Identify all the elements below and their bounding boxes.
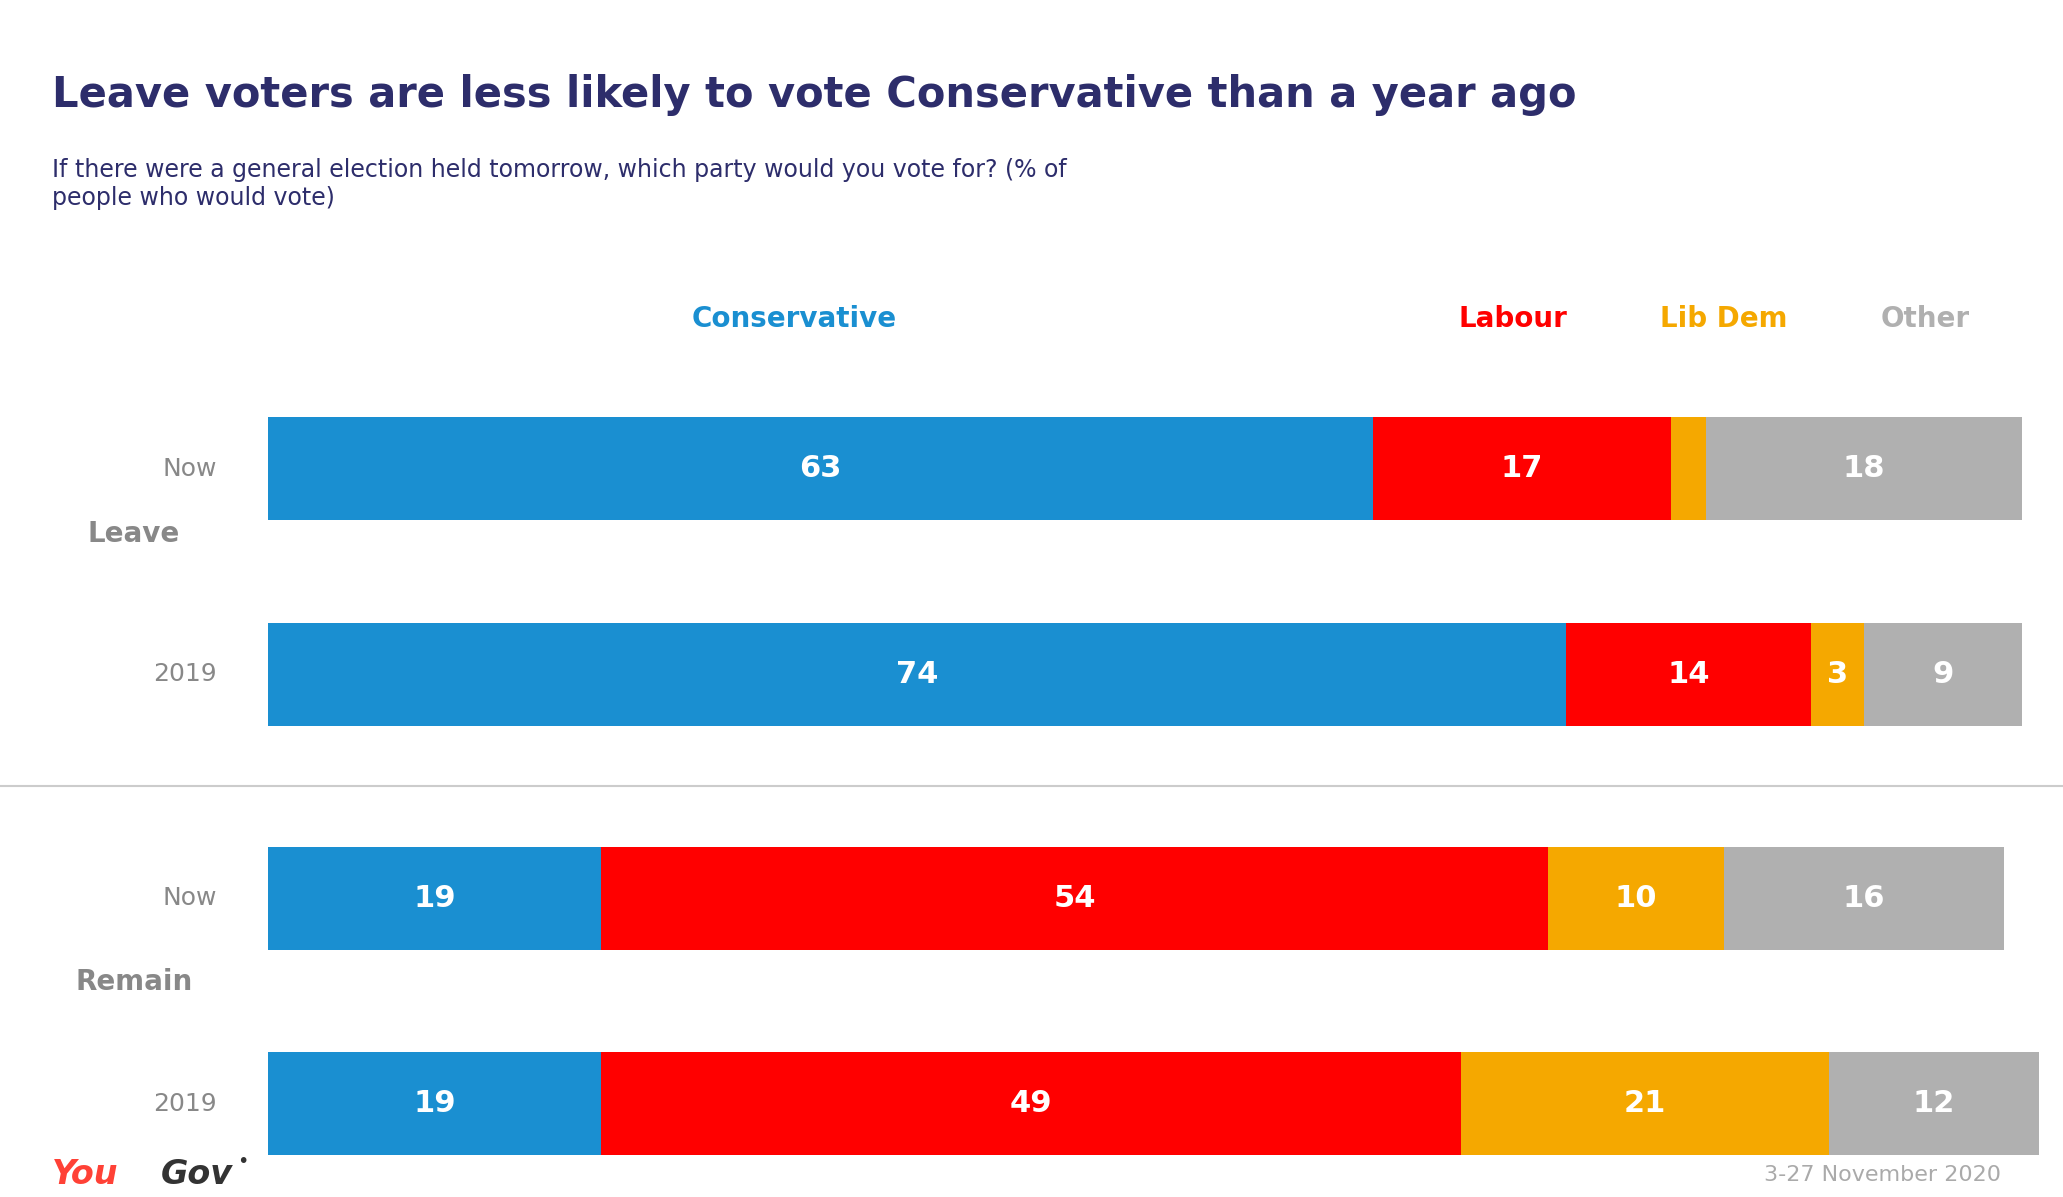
Text: 54: 54 (1054, 883, 1095, 913)
Text: 49: 49 (1009, 1089, 1052, 1118)
Text: Now: Now (163, 457, 217, 481)
FancyBboxPatch shape (1547, 847, 1723, 949)
Text: 17: 17 (1500, 454, 1543, 484)
Text: 21: 21 (1624, 1089, 1667, 1118)
Text: Lib Dem: Lib Dem (1661, 305, 1787, 333)
FancyBboxPatch shape (602, 847, 1547, 949)
Text: 10: 10 (1615, 883, 1657, 913)
Text: You: You (52, 1157, 118, 1191)
Text: 14: 14 (1667, 660, 1710, 688)
FancyBboxPatch shape (1671, 418, 1706, 519)
FancyBboxPatch shape (1461, 1052, 1828, 1155)
Text: •: • (237, 1152, 250, 1171)
FancyBboxPatch shape (1828, 1052, 2038, 1155)
Text: 19: 19 (413, 1089, 456, 1118)
Text: 12: 12 (1912, 1089, 1956, 1118)
Text: 9: 9 (1933, 660, 1954, 688)
Text: 2019: 2019 (153, 662, 217, 686)
Text: 3-27 November 2020: 3-27 November 2020 (1764, 1165, 2001, 1185)
FancyBboxPatch shape (268, 847, 602, 949)
Text: Gov: Gov (161, 1157, 233, 1191)
FancyBboxPatch shape (268, 418, 1374, 519)
FancyBboxPatch shape (1811, 622, 1865, 725)
FancyBboxPatch shape (268, 1052, 602, 1155)
Text: Now: Now (163, 886, 217, 910)
FancyBboxPatch shape (1374, 418, 1671, 519)
FancyBboxPatch shape (268, 622, 1566, 725)
Text: 19: 19 (413, 883, 456, 913)
Text: Conservative: Conservative (691, 305, 897, 333)
FancyBboxPatch shape (602, 1052, 1461, 1155)
Text: 3: 3 (1828, 660, 1848, 688)
Text: Other: Other (1881, 305, 1970, 333)
Text: 2019: 2019 (153, 1092, 217, 1116)
Text: 16: 16 (1842, 883, 1886, 913)
FancyBboxPatch shape (1566, 622, 1811, 725)
Text: Leave voters are less likely to vote Conservative than a year ago: Leave voters are less likely to vote Con… (52, 74, 1576, 116)
Text: Labour: Labour (1459, 305, 1568, 333)
Text: 18: 18 (1842, 454, 1886, 484)
Text: 63: 63 (798, 454, 842, 484)
Text: Remain: Remain (76, 968, 192, 996)
Text: Leave: Leave (89, 521, 179, 548)
Text: 74: 74 (895, 660, 939, 688)
FancyBboxPatch shape (1865, 622, 2022, 725)
Text: If there were a general election held tomorrow, which party would you vote for? : If there were a general election held to… (52, 158, 1067, 209)
FancyBboxPatch shape (1706, 418, 2022, 519)
FancyBboxPatch shape (1723, 847, 2003, 949)
